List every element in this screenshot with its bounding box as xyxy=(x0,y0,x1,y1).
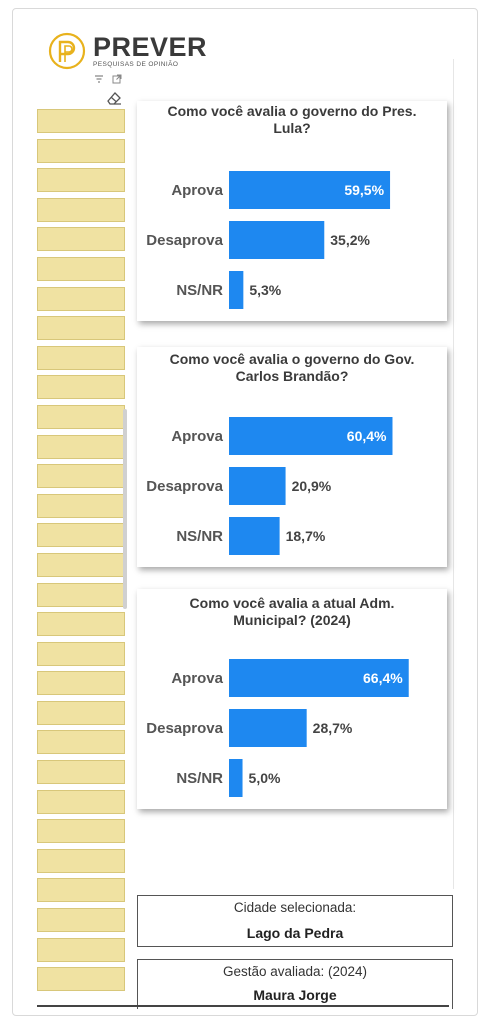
bar[interactable] xyxy=(229,659,409,697)
prever-logo-mark-icon xyxy=(48,32,86,70)
bar[interactable] xyxy=(229,517,280,555)
slicer-scrollbar[interactable] xyxy=(123,409,127,609)
management-box[interactable]: Gestão avaliada: (2024) Maura Jorge xyxy=(137,959,453,1009)
slicer-item[interactable] xyxy=(37,908,125,933)
slicer-item[interactable] xyxy=(37,819,125,844)
bar-chart-brandao: Aprova 60,4% Desaprova 20,9% NS/NR 18,7% xyxy=(146,417,393,555)
slicer-item[interactable] xyxy=(37,730,125,755)
slicer-item[interactable] xyxy=(37,227,125,252)
slicer-item[interactable] xyxy=(37,848,125,873)
slicer-item[interactable] xyxy=(37,493,125,518)
category-label: Desaprova xyxy=(146,478,223,495)
data-label: 35,2% xyxy=(330,232,370,248)
bar[interactable] xyxy=(229,417,393,455)
chart-title: Como você avalia o governo do Pres. Lula… xyxy=(167,103,417,136)
slicer-item[interactable] xyxy=(37,523,125,548)
chart-title: Como você avalia a atual Adm. Municipal?… xyxy=(189,595,395,628)
slicer-item[interactable] xyxy=(37,967,125,992)
slicer-item[interactable] xyxy=(37,582,125,607)
slicer-toolbar xyxy=(93,73,123,85)
slicer-item[interactable] xyxy=(37,641,125,666)
slicer-item[interactable] xyxy=(37,552,125,577)
slicer-item[interactable] xyxy=(37,168,125,193)
category-label: NS/NR xyxy=(176,282,223,299)
slicer-item[interactable] xyxy=(37,404,125,429)
expand-icon[interactable] xyxy=(111,73,123,85)
bar[interactable] xyxy=(229,759,243,797)
logo-name: PREVER xyxy=(93,32,208,62)
filter-icon[interactable] xyxy=(93,73,105,85)
slicer-item[interactable] xyxy=(37,464,125,489)
data-label: 5,3% xyxy=(249,282,281,298)
data-label: 59,5% xyxy=(344,182,384,198)
category-label: Aprova xyxy=(171,182,223,199)
management-label: Gestão avaliada: (2024) xyxy=(222,964,368,979)
bar-chart-lula: Aprova 59,5% Desaprova 35,2% NS/NR 5,3% xyxy=(146,171,391,309)
logo-subtitle: PESQUISAS DE OPINIÃO xyxy=(93,61,179,68)
bar-chart-municipal: Aprova 66,4% Desaprova 28,7% NS/NR 5,0% xyxy=(146,659,409,797)
category-label: NS/NR xyxy=(176,528,223,545)
bar[interactable] xyxy=(229,221,325,259)
city-label: Cidade selecionada: xyxy=(233,900,357,915)
slicer-item[interactable] xyxy=(37,937,125,962)
slicer-item[interactable] xyxy=(37,789,125,814)
slicer-item[interactable] xyxy=(37,700,125,725)
bar[interactable] xyxy=(229,171,391,209)
bar[interactable] xyxy=(229,467,286,505)
slicer-list xyxy=(37,109,125,997)
slicer-item[interactable] xyxy=(37,612,125,637)
slicer-item[interactable] xyxy=(37,286,125,311)
slicer-item[interactable] xyxy=(37,878,125,903)
chart-card-lula: Como você avalia o governo do Pres. Lula… xyxy=(137,101,447,321)
slicer-item[interactable] xyxy=(37,316,125,341)
management-value: Maura Jorge xyxy=(253,987,337,1003)
divider xyxy=(453,59,454,889)
slicer-item[interactable] xyxy=(37,197,125,222)
slicer-item[interactable] xyxy=(37,375,125,400)
category-label: Desaprova xyxy=(146,232,223,249)
city-value: Lago da Pedra xyxy=(246,925,344,941)
bar[interactable] xyxy=(229,709,307,747)
slicer-item[interactable] xyxy=(37,671,125,696)
slicer-item[interactable] xyxy=(37,760,125,785)
slicer-item[interactable] xyxy=(37,109,125,133)
data-label: 5,0% xyxy=(249,770,281,786)
category-label: Desaprova xyxy=(146,720,223,737)
chart-card-brandao: Como você avalia o governo do Gov. Carlo… xyxy=(137,347,447,567)
slicer-item[interactable] xyxy=(37,345,125,370)
category-label: NS/NR xyxy=(176,770,223,787)
city-box[interactable]: Cidade selecionada: Lago da Pedra xyxy=(137,895,453,947)
prever-logo: PREVER PESQUISAS DE OPINIÃO xyxy=(47,31,207,71)
data-label: 60,4% xyxy=(347,428,387,444)
data-label: 18,7% xyxy=(286,528,326,544)
category-label: Aprova xyxy=(171,670,223,687)
slicer-item[interactable] xyxy=(37,256,125,281)
slicer-item[interactable] xyxy=(37,434,125,459)
chart-title: Como você avalia o governo do Gov. Carlo… xyxy=(169,351,415,384)
chart-card-municipal: Como você avalia a atual Adm. Municipal?… xyxy=(137,589,447,809)
eraser-icon[interactable] xyxy=(105,89,123,107)
data-label: 20,9% xyxy=(292,478,332,494)
slicer-item[interactable] xyxy=(37,138,125,163)
category-label: Aprova xyxy=(171,428,223,445)
data-label: 28,7% xyxy=(313,720,353,736)
report-frame: PREVER PESQUISAS DE OPINIÃO Como você av… xyxy=(12,8,478,1016)
data-label: 66,4% xyxy=(363,670,403,686)
bottom-divider xyxy=(37,1005,449,1007)
bar[interactable] xyxy=(229,271,244,309)
